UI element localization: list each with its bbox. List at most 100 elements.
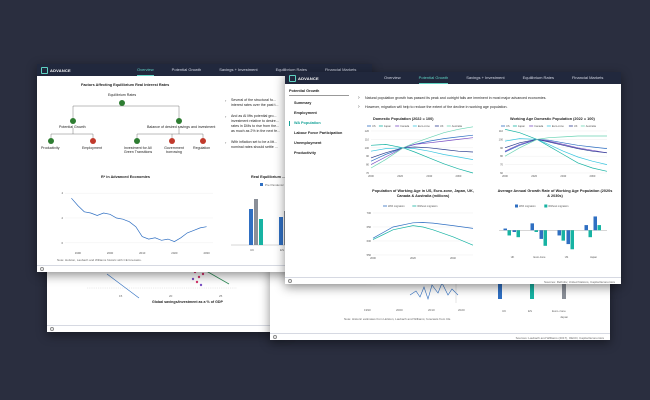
sidebar-item-employment[interactable]: Employment xyxy=(294,111,317,115)
top-nav: ADVANCE Overview Potential Growth Saving… xyxy=(37,64,372,76)
global-savings-chart xyxy=(87,259,237,299)
leaf-label: Productivity xyxy=(41,146,60,150)
y-tick: 0 xyxy=(61,241,63,245)
y-tick: 2 xyxy=(61,216,63,220)
footer xyxy=(37,265,372,272)
series-line xyxy=(504,139,608,154)
trend-line xyxy=(106,273,140,299)
tree-node xyxy=(70,118,76,124)
brand-name: ADVANCE xyxy=(50,67,71,73)
y-tick: 60 xyxy=(500,171,503,175)
tree-node xyxy=(200,138,206,144)
nav-overview[interactable]: Overview xyxy=(384,75,401,80)
bar xyxy=(516,230,520,238)
sidebar-title: Potential Growth xyxy=(289,89,320,93)
legend-label: Euro-zone xyxy=(552,124,565,128)
bar xyxy=(254,199,258,245)
bar xyxy=(249,209,253,245)
y-tick: 100 xyxy=(499,137,504,141)
x-axis-label: Global savings/investment as a % of GDP xyxy=(152,300,223,304)
nav-equilibrium-rates[interactable]: Equilibrium Rates xyxy=(522,75,554,80)
tree-root-label: Equilibrium Rates xyxy=(108,93,137,97)
series-line xyxy=(504,138,608,165)
bar-label: Japan xyxy=(560,315,569,319)
bar xyxy=(543,230,547,246)
nav-equilibrium-rates[interactable]: Equilibrium Rates xyxy=(275,67,307,72)
rstar-chart-title: R* in Advanced Economies xyxy=(101,175,151,179)
bullet-text: With inflation set to be a litt... nomin… xyxy=(231,140,278,149)
bars-chart-title: Real Equilibrium ... xyxy=(251,175,286,179)
bar-label: Euro-zone xyxy=(534,255,547,259)
series-line xyxy=(370,126,474,169)
nav-financial-markets[interactable]: Financial Markets xyxy=(571,75,604,80)
sidebar-item-productivity[interactable]: Productivity xyxy=(294,151,316,155)
bar xyxy=(534,230,538,232)
bar-label: Japan xyxy=(590,255,598,259)
sidebar-item-wa-population[interactable]: WA Population xyxy=(294,121,321,125)
tree-node xyxy=(176,118,182,124)
series-line xyxy=(372,222,474,239)
sidebar-item-summary[interactable]: Summary xyxy=(294,101,312,105)
growth-rate-bar-chart: With migration Without migration UK Euro-zo… xyxy=(499,204,607,259)
nav-savings-investment[interactable]: Savings + Investment xyxy=(466,75,505,80)
x-tick: 2000 xyxy=(370,256,376,260)
legend-label: With migration xyxy=(519,204,536,208)
chat-icon[interactable] xyxy=(40,267,44,271)
chevron-right-icon: › xyxy=(358,104,360,110)
footer: Sources: Refinitiv, United Nations, Capi… xyxy=(285,277,621,284)
nav-overview[interactable]: Overview xyxy=(137,64,154,76)
x-tick: 2000 xyxy=(107,251,114,255)
x-tick: 2020 xyxy=(410,256,416,260)
bar-label: UK xyxy=(511,255,515,259)
sidebar-item-labour-force[interactable]: Labour Force Participation xyxy=(294,131,343,135)
legend-label: Australia xyxy=(452,124,463,128)
series-line xyxy=(370,146,474,159)
scatter-point xyxy=(201,272,205,276)
legend-label: Japan xyxy=(518,124,526,128)
legend-swatch xyxy=(515,204,518,208)
y-tick: 70 xyxy=(366,171,369,175)
brand-logo[interactable]: ADVANCE xyxy=(41,66,71,74)
y-tick: 650 xyxy=(367,225,372,229)
chevron-right-icon: › xyxy=(358,95,360,101)
x-tick: 2030 xyxy=(203,251,210,255)
tree-title: Factors Affecting Equilibrium Real Inter… xyxy=(81,83,170,87)
scatter-point xyxy=(197,275,201,279)
x-tick: 2040 xyxy=(450,256,456,260)
legend-label: Without migration xyxy=(417,204,438,208)
y-tick: 80 xyxy=(366,163,369,167)
bar xyxy=(512,230,516,232)
chat-icon[interactable] xyxy=(288,279,292,283)
legend-swatch xyxy=(260,183,263,186)
legend-label: US xyxy=(506,124,510,128)
chart-note: Note: Holston, Laubach and Williams hist… xyxy=(57,258,142,262)
tree-node xyxy=(134,138,140,144)
bar-label: Euro-zone xyxy=(552,309,566,313)
nav-potential-growth[interactable]: Potential Growth xyxy=(418,72,449,84)
scatter-point xyxy=(191,277,195,281)
brand-name: ADVANCE xyxy=(298,75,319,81)
nav-financial-markets[interactable]: Financial Markets xyxy=(324,67,357,72)
series-line xyxy=(370,137,474,165)
y-tick: 110 xyxy=(499,129,504,133)
legend-label: Australia xyxy=(586,124,597,128)
bullet-text: However, migration will help to reduce t… xyxy=(365,105,508,109)
bar xyxy=(588,230,592,238)
chat-icon[interactable] xyxy=(50,327,54,331)
bar-label: UK xyxy=(502,309,507,313)
nav-potential-growth[interactable]: Potential Growth xyxy=(171,67,202,72)
y-tick: 100 xyxy=(365,146,370,150)
tree-node xyxy=(48,138,54,144)
series-line xyxy=(370,144,474,174)
bar-label: US xyxy=(565,255,569,259)
x-tick: 2000 xyxy=(396,308,403,312)
legend-label: With migration xyxy=(388,204,405,208)
tree-node xyxy=(169,138,175,144)
x-tick: 2010 xyxy=(139,251,146,255)
sidebar-item-unemployment[interactable]: Unemployment xyxy=(294,141,322,145)
brand-logo[interactable]: ADVANCE xyxy=(289,74,319,82)
series-line xyxy=(504,139,608,153)
nav-savings-investment[interactable]: Savings + Investment xyxy=(219,67,258,72)
chat-icon[interactable] xyxy=(273,335,277,339)
chart-title: Domestic Population (2022 = 100) xyxy=(373,117,434,121)
